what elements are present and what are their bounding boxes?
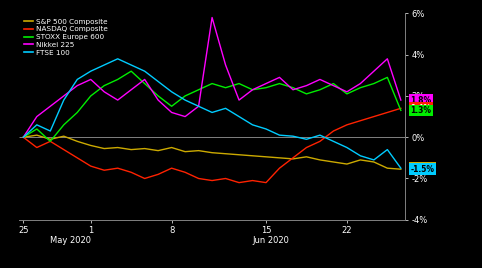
Text: -1.5%: -1.5% [411,164,434,173]
Text: 1.4%: 1.4% [411,104,431,113]
Text: May 2020: May 2020 [50,236,91,245]
Text: 1.3%: 1.3% [411,106,431,115]
Legend: S&P 500 Composite, NASDAQ Composite, STOXX Europe 600, Nikkei 225, FTSE 100: S&P 500 Composite, NASDAQ Composite, STO… [23,17,109,57]
Text: 1.8%: 1.8% [411,96,431,105]
Text: -1.5%: -1.5% [411,165,434,174]
Text: Jun 2020: Jun 2020 [253,236,289,245]
